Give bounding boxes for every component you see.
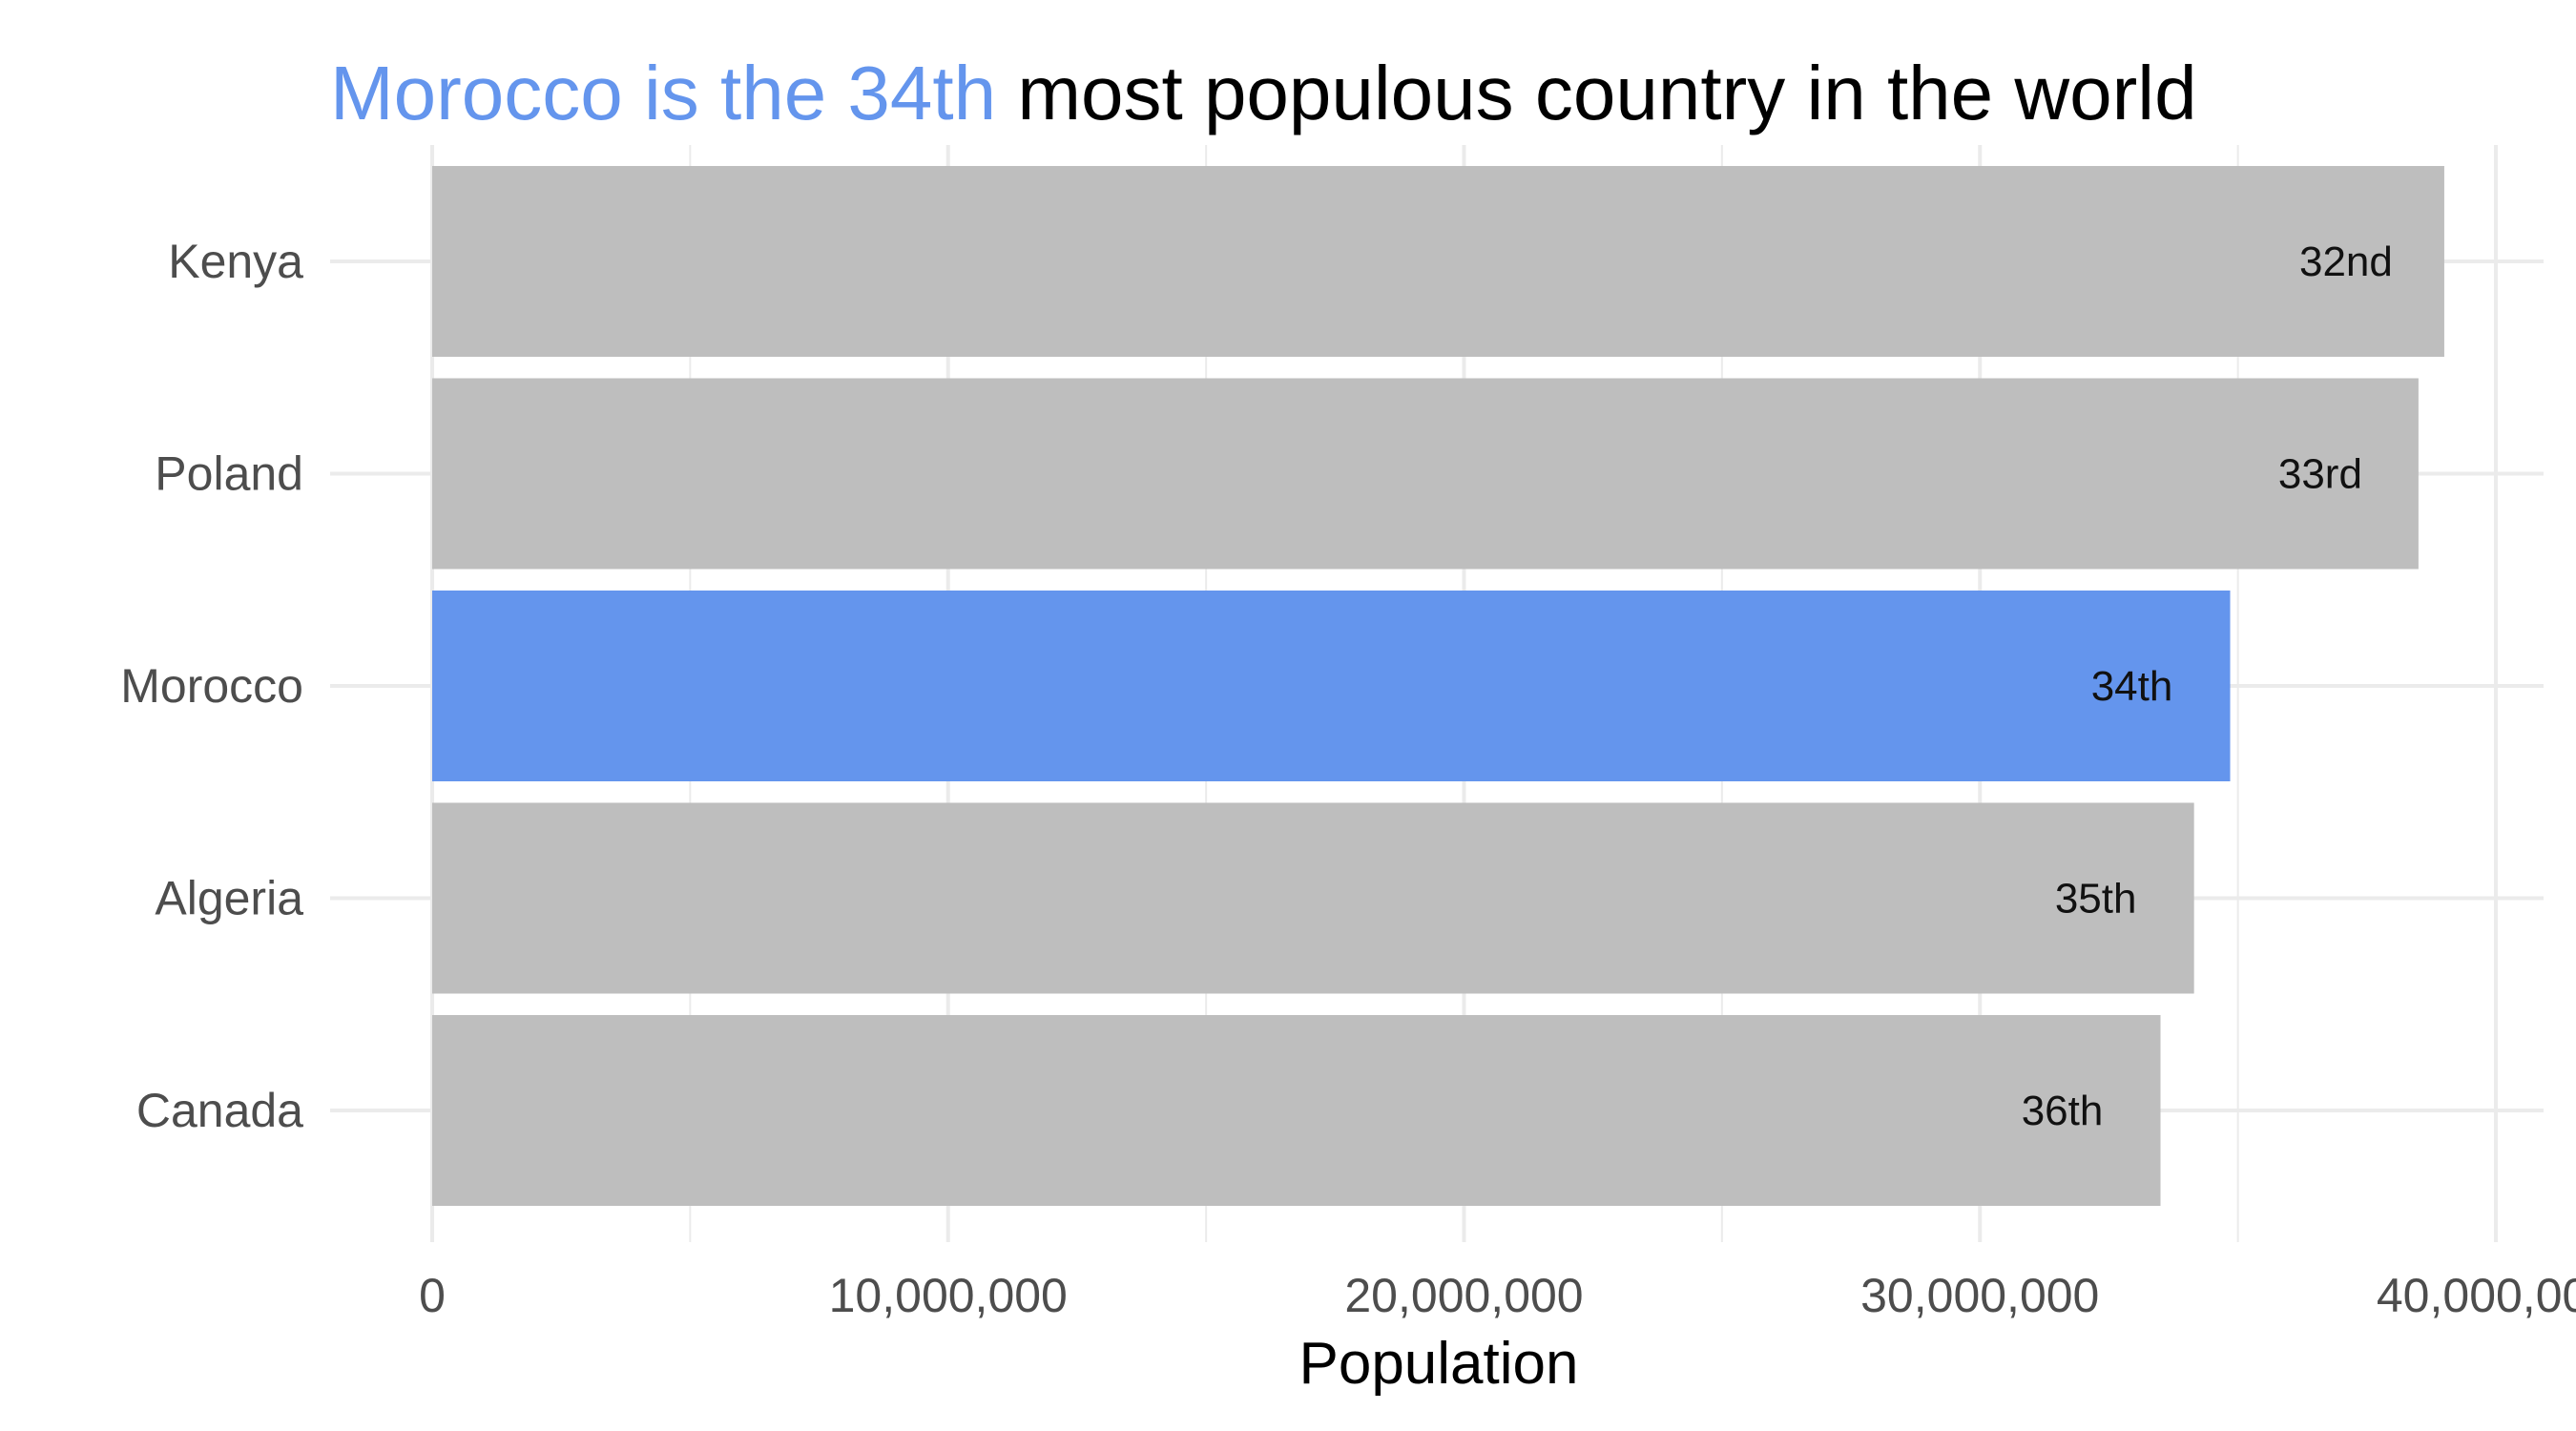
y-tick-label: Poland <box>155 447 303 501</box>
bar-rank-label: 34th <box>2091 663 2173 710</box>
y-tick-label: Morocco <box>120 659 303 713</box>
bar-label-layer: 32nd 33rd 34th 35th 36th <box>2022 238 2393 1134</box>
x-tick-label: 10,000,000 <box>829 1269 1068 1322</box>
bar-rank-label: 35th <box>2055 876 2137 923</box>
y-tick-label: Canada <box>136 1084 303 1137</box>
bar-layer <box>432 166 2444 1206</box>
x-tick-label: 30,000,000 <box>1860 1269 2099 1322</box>
x-tick-label: 40,000,000 <box>2377 1269 2576 1322</box>
x-tick-label: 0 <box>419 1269 446 1322</box>
bar-rank-label: 33rd <box>2278 451 2362 498</box>
chart-title-highlight: Morocco is the 34th <box>330 51 997 135</box>
bar-morocco <box>432 591 2231 781</box>
bar-canada <box>432 1015 2161 1206</box>
chart-title-rest: most populous country in the world <box>996 51 2197 135</box>
chart-title: Morocco is the 34th most populous countr… <box>330 55 2197 132</box>
bar-rank-label: 32nd <box>2299 238 2393 285</box>
y-tick-label: Kenya <box>168 235 303 288</box>
x-tick-label: 20,000,000 <box>1344 1269 1583 1322</box>
bar-rank-label: 36th <box>2022 1088 2104 1134</box>
bar-kenya <box>432 166 2444 357</box>
x-axis-title: Population <box>1298 1331 1578 1397</box>
x-axis-tick-labels: 0 10,000,000 20,000,000 30,000,000 40,000,00… <box>419 1269 2576 1322</box>
bar-poland <box>432 378 2419 570</box>
bar-algeria <box>432 802 2194 994</box>
y-tick-label: Algeria <box>155 872 303 925</box>
y-axis-tick-labels: Kenya Poland Morocco Algeria Canada <box>120 235 303 1137</box>
